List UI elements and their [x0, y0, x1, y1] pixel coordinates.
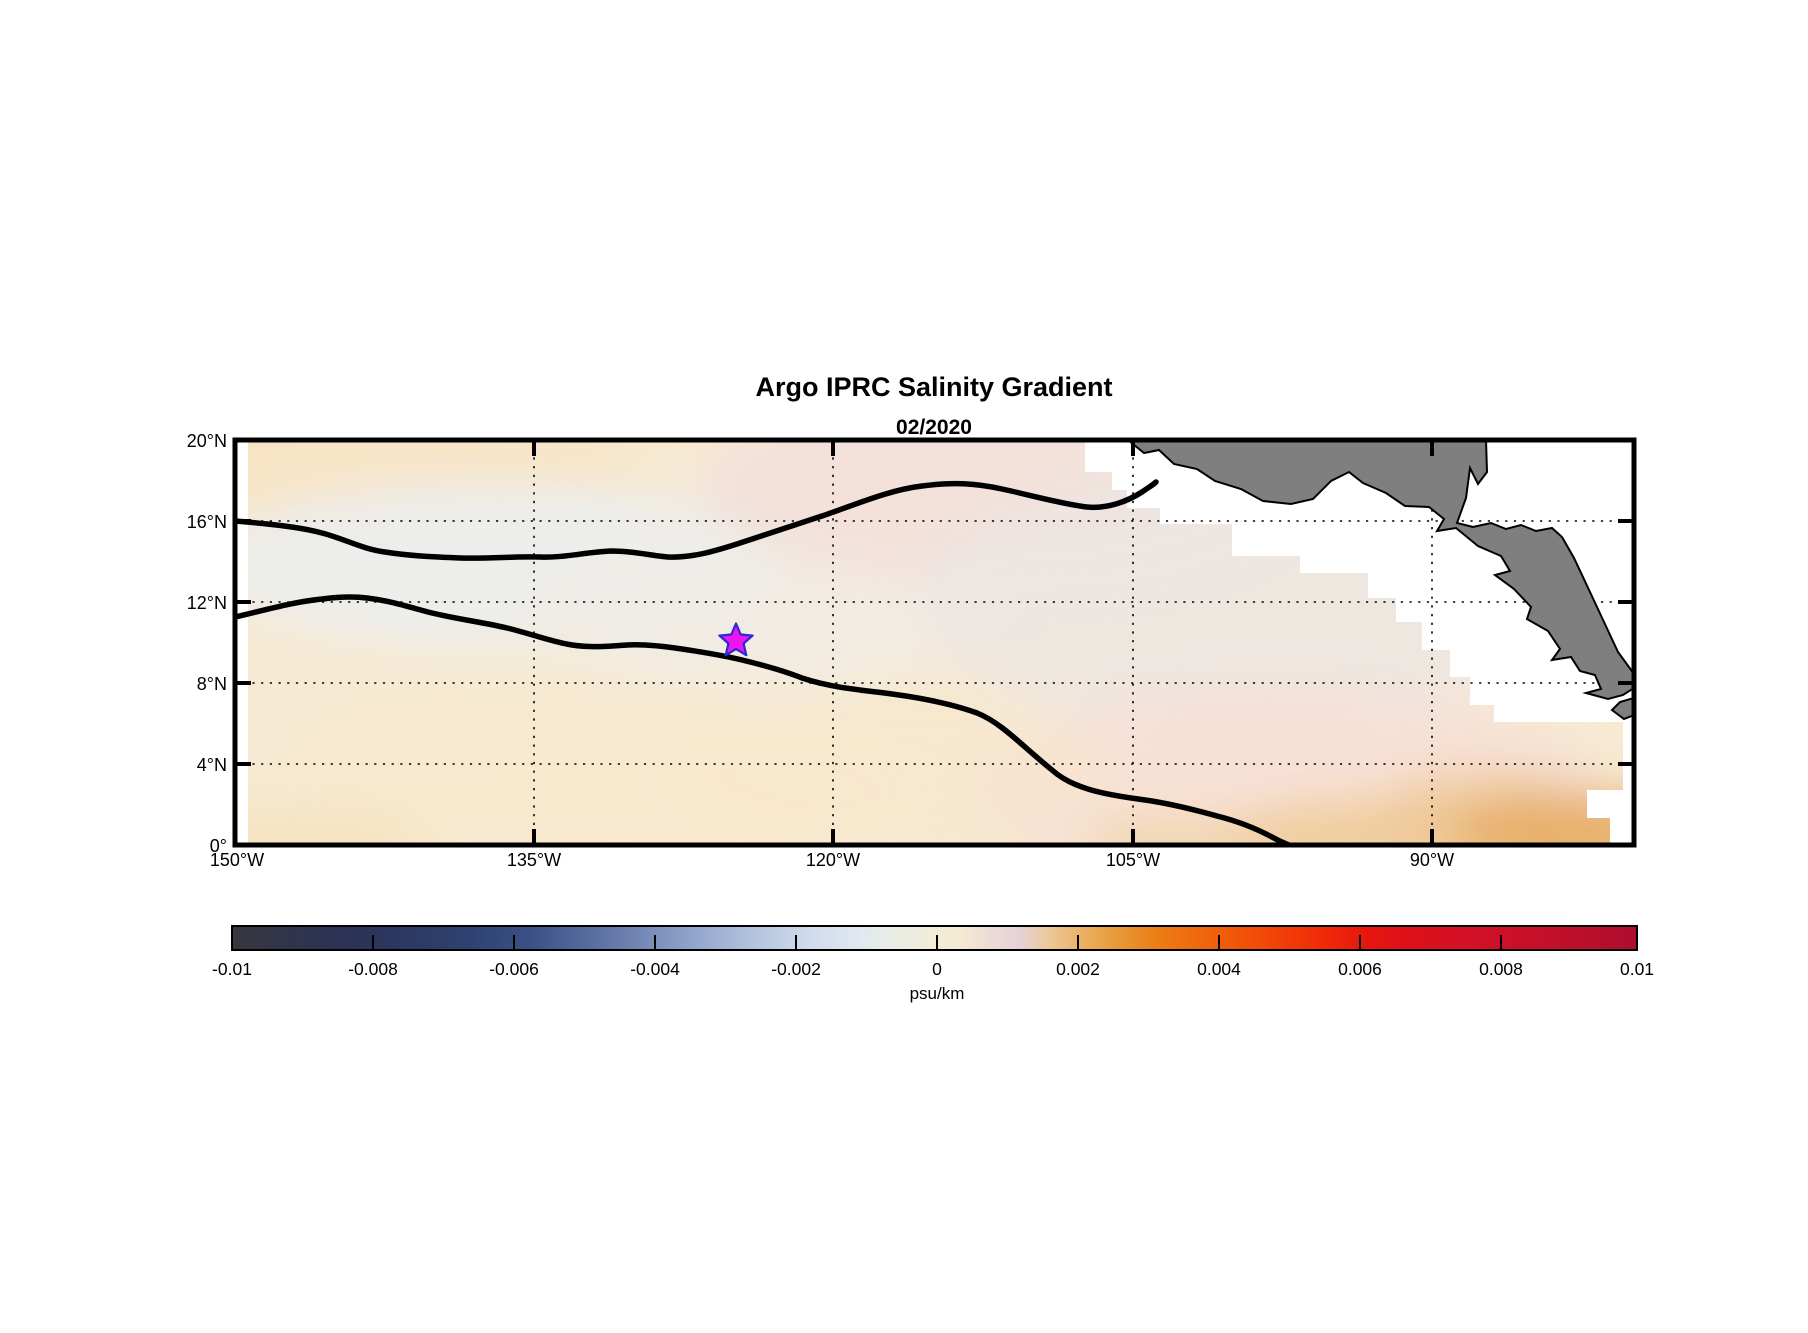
x-tick-135w: 135°W: [507, 850, 561, 870]
colorbar-ticks: [372, 935, 1502, 950]
colorbar-labels: -0.01 -0.008 -0.006 -0.004 -0.002 0 0.00…: [212, 959, 1654, 979]
cb-label-p008: 0.008: [1479, 959, 1523, 979]
y-axis-labels: 20°N 16°N 12°N 8°N 4°N 0°: [187, 431, 227, 856]
salinity-front-contours: [235, 479, 1292, 845]
x-tick-90w: 90°W: [1410, 850, 1454, 870]
float-location-star-icon: [718, 622, 754, 657]
x-tick-120w: 120°W: [806, 850, 860, 870]
y-tick-0: 0°: [210, 836, 227, 856]
cb-label-p002: 0.002: [1056, 959, 1100, 979]
cb-label-n010: -0.01: [212, 959, 252, 979]
no-data-west-strip: [235, 440, 248, 845]
chart-title: Argo IPRC Salinity Gradient: [755, 372, 1112, 402]
axis-ticks: [235, 440, 1634, 845]
y-tick-8n: 8°N: [197, 674, 227, 694]
contour-north: [235, 479, 1159, 561]
cb-label-p006: 0.006: [1338, 959, 1382, 979]
field-anomaly-blobs: [235, 440, 1634, 845]
x-tick-105w: 105°W: [1106, 850, 1160, 870]
map-field: [235, 440, 1634, 845]
y-tick-4n: 4°N: [197, 755, 227, 775]
chart-subtitle: 02/2020: [896, 416, 972, 439]
colorbar: -0.01 -0.008 -0.006 -0.004 -0.002 0 0.00…: [212, 925, 1654, 1003]
cb-label-n002: -0.002: [771, 959, 821, 979]
plot-frame: [232, 437, 1637, 848]
cb-label-p004: 0.004: [1197, 959, 1241, 979]
cb-label-n006: -0.006: [489, 959, 539, 979]
graticule: [235, 440, 1634, 845]
colorbar-gradient-bar: [231, 925, 1638, 951]
cb-label-p010: 0.01: [1620, 959, 1654, 979]
y-tick-16n: 16°N: [187, 512, 227, 532]
cb-label-0: 0: [932, 959, 942, 979]
land-mexico-central-america: [1126, 440, 1634, 721]
x-tick-150w: 150°W: [210, 850, 264, 870]
x-axis-labels: 150°W 135°W 120°W 105°W 90°W: [210, 850, 1454, 870]
contour-south: [235, 594, 1292, 845]
colorbar-unit-label: psu/km: [910, 984, 965, 1003]
cb-label-n008: -0.008: [348, 959, 398, 979]
y-tick-12n: 12°N: [187, 593, 227, 613]
cb-label-n004: -0.004: [630, 959, 680, 979]
y-tick-20n: 20°N: [187, 431, 227, 451]
